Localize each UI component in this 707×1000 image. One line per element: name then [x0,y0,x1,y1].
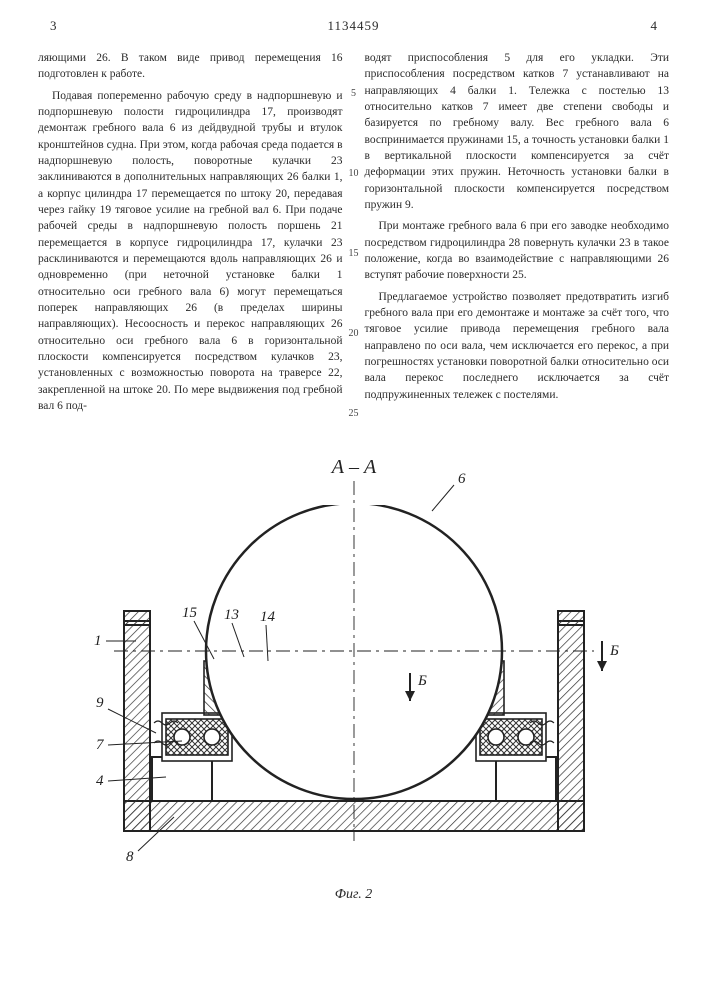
guide-rail-left [152,757,212,801]
line-number: 10 [345,168,363,179]
b-arrow-right: Б [597,641,619,671]
guide-rail-right [496,757,556,801]
paragraph: ляющими 26. В таком виде привод перемеще… [38,50,343,83]
svg-text:7: 7 [96,737,105,753]
section-label: А – А [329,456,376,478]
svg-text:8: 8 [126,849,134,865]
page-number-right: 4 [651,18,658,34]
svg-text:14: 14 [260,609,276,625]
svg-text:Б: Б [609,643,619,659]
text-columns: ляющими 26. В таком виде привод перемеще… [38,50,669,419]
document-number: 1134459 [327,18,379,34]
line-number: 20 [345,328,363,339]
svg-text:13: 13 [224,607,239,623]
paragraph: водят приспособления 5 для его укладки. … [365,50,670,213]
figure-svg: А – А [54,441,654,881]
paragraph: Предлагаемое устройство позволяет предот… [365,289,670,403]
svg-text:9: 9 [96,695,104,711]
left-column: ляющими 26. В таком виде привод перемеще… [38,50,343,419]
page-header: 3 1134459 4 [38,18,669,34]
svg-text:15: 15 [182,605,198,621]
line-number: 5 [345,88,363,99]
page: 3 1134459 4 ляющими 26. В таком виде при… [0,0,707,1000]
line-number: 25 [345,408,363,419]
paragraph: Подавая попеременно рабочую среду в надп… [38,88,343,415]
page-number-left: 3 [50,18,57,34]
right-column: водят приспособления 5 для его укладки. … [365,50,670,419]
svg-text:Б: Б [417,673,427,689]
line-number: 15 [345,248,363,259]
svg-text:6: 6 [458,471,466,487]
figure-2: А – А [38,441,669,903]
svg-text:4: 4 [96,773,104,789]
paragraph: При монтаже гребного вала 6 при его заво… [365,218,670,283]
svg-text:1: 1 [94,633,102,649]
figure-caption: Фиг. 2 [335,887,373,903]
